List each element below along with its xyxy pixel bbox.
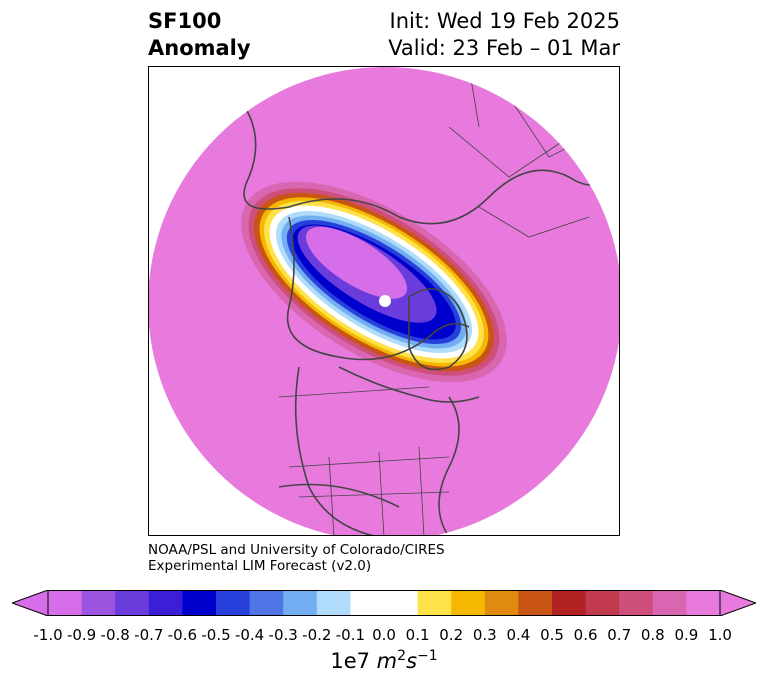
forecast-dates: Init: Wed 19 Feb 2025 Valid: 23 Feb – 01… (388, 8, 620, 62)
pole-marker (379, 295, 391, 307)
valid-date: Valid: 23 Feb – 01 Mar (388, 36, 620, 60)
colorbar (12, 590, 756, 616)
colorbar-segment (518, 590, 553, 616)
colorbar-segment (384, 590, 419, 616)
colorbar-segment (182, 590, 217, 616)
colorbar-segment (451, 590, 486, 616)
colorbar-units: 1e7 m2s−1 (330, 648, 437, 673)
colorbar-segment (417, 590, 452, 616)
units-base2: s (406, 649, 418, 673)
colorbar-tick-label: -0.7 (134, 626, 164, 644)
colorbar-tick-label: -0.8 (100, 626, 130, 644)
colorbar-segments (48, 590, 721, 616)
colorbar-segment (115, 590, 150, 616)
colorbar-segment (249, 590, 284, 616)
colorbar-tick-label: -0.6 (167, 626, 198, 644)
colorbar-min-extend (12, 590, 49, 616)
colorbar-tick-label: 1.0 (708, 626, 732, 644)
colorbar-segment (585, 590, 620, 616)
colorbar-segment (48, 590, 83, 616)
units-base: m (376, 649, 398, 673)
ring-minus1.0 (305, 226, 408, 299)
colorbar-segment (652, 590, 687, 616)
init-date: Init: Wed 19 Feb 2025 (389, 9, 620, 33)
coastlines (228, 86, 619, 535)
colorbar-tick-label: 0.3 (472, 626, 497, 644)
colorbar-tick-label: -0.1 (335, 626, 366, 644)
colorbar-segment (686, 590, 721, 616)
colorbar-tick-label: -1.0 (33, 626, 63, 644)
polar-map (149, 67, 619, 535)
map-panel (148, 66, 620, 536)
colorbar-tick-label: 0.2 (439, 626, 464, 644)
colorbar-tick-label: 0.6 (573, 626, 598, 644)
colorbar-tick-label: 0.7 (607, 626, 632, 644)
colorbar-tick-label: 0.5 (540, 626, 564, 644)
colorbar-tick-label: 0.9 (674, 626, 699, 644)
units-exp: 2 (397, 648, 407, 664)
colorbar-segment (148, 590, 183, 616)
credit-line-1: NOAA/PSL and University of Colorado/CIRE… (148, 542, 445, 558)
credit-line-2: Experimental LIM Forecast (v2.0) (148, 558, 372, 574)
colorbar-segment (316, 590, 351, 616)
colorbar-segment (350, 590, 385, 616)
colorbar-tick-label: 0.0 (372, 626, 396, 644)
units-exp2: −1 (417, 648, 438, 664)
colorbar-tick-label: 0.1 (405, 626, 430, 644)
colorbar-tick-label: -0.9 (66, 626, 97, 644)
colorbar-tick-label: 0.8 (640, 626, 665, 644)
colorbar-tick-label: -0.4 (234, 626, 265, 644)
colorbar-tick-label: -0.5 (201, 626, 231, 644)
title-variable: SF100 (148, 9, 222, 33)
colorbar-outline (47, 590, 721, 616)
colorbar-tick-label: -0.2 (302, 626, 332, 644)
colorbar-segment (283, 590, 318, 616)
chart-title: SF100 Anomaly (148, 8, 251, 62)
colorbar-segment (216, 590, 251, 616)
title-type: Anomaly (148, 36, 251, 60)
colorbar-segment (81, 590, 116, 616)
credit-text: NOAA/PSL and University of Colorado/CIRE… (148, 542, 445, 574)
colorbar-segment (484, 590, 519, 616)
colorbar-max-extend (719, 590, 756, 616)
units-prefix: 1e7 (330, 649, 377, 673)
colorbar-tick-label: 0.4 (506, 626, 531, 644)
colorbar-segment (619, 590, 654, 616)
colorbar-tick-label: -0.3 (268, 626, 298, 644)
colorbar-segment (552, 590, 587, 616)
